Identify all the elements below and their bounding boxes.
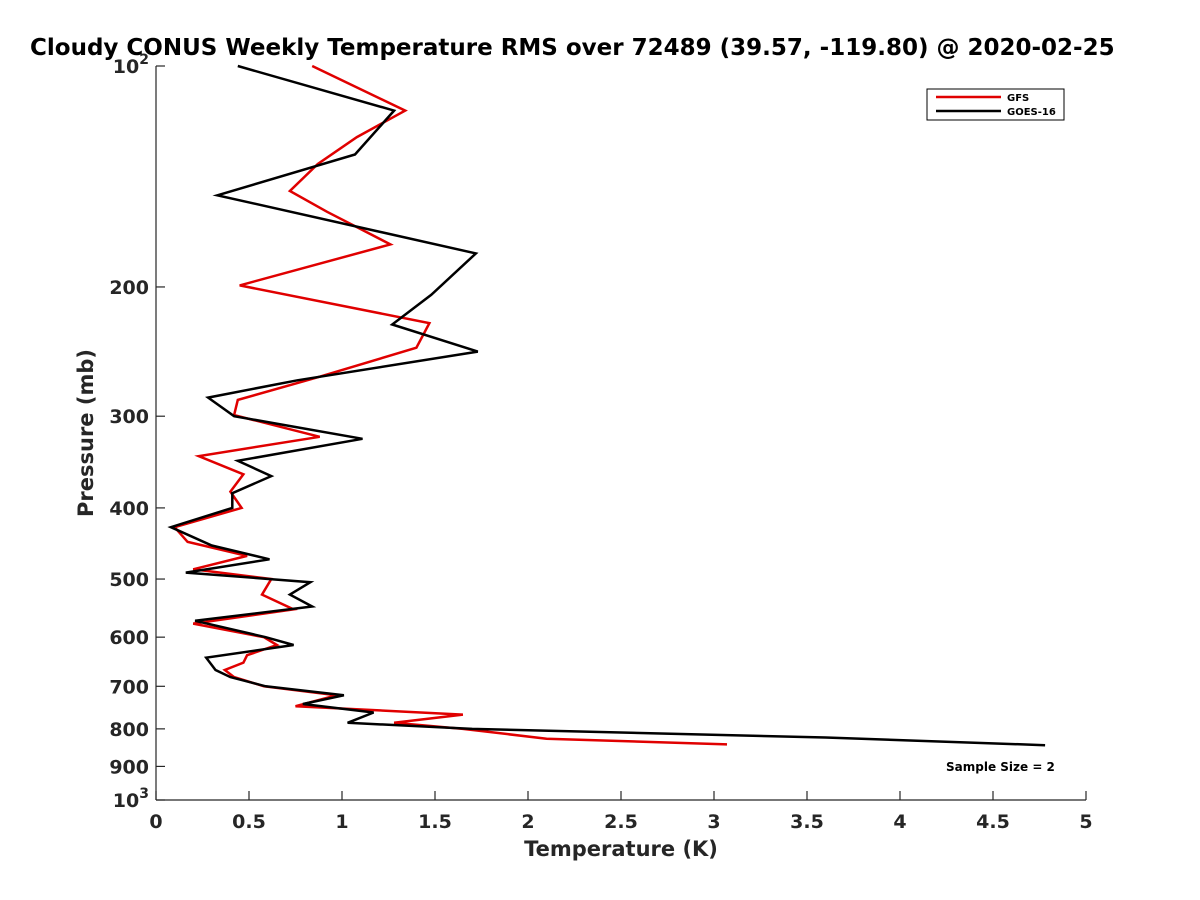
y-tick-label: 700 [109, 676, 149, 698]
y-tick-label: 300 [109, 406, 149, 428]
x-tick-label: 1 [335, 811, 348, 833]
y-tick-label: 200 [109, 277, 149, 299]
legend-entry-gfs: GFS [1007, 93, 1029, 104]
x-tick-label: 1.5 [418, 811, 452, 833]
y-tick-label: 500 [109, 569, 149, 591]
series-line-goes16 [167, 64, 1046, 747]
y-tick-label: 600 [109, 627, 149, 649]
chart-title: Cloudy CONUS Weekly Temperature RMS over… [30, 35, 1115, 61]
x-tick-label: 4 [893, 811, 906, 833]
y-tick-label: 400 [109, 498, 149, 520]
x-tick-label: 0.5 [232, 811, 266, 833]
series-layer [167, 64, 1046, 747]
y-ticks: 102 200 300 400 500 600 700 800 900 103 [109, 52, 165, 812]
y-tick-label: 800 [109, 719, 149, 741]
x-tick-label: 2.5 [604, 811, 638, 833]
x-tick-label: 2 [521, 811, 534, 833]
sample-size-annotation: Sample Size = 2 [946, 760, 1055, 774]
series-line-gfs [172, 64, 728, 746]
legend: GFS GOES-16 [926, 88, 1065, 121]
legend-box [926, 88, 1065, 121]
x-tick-label: 0 [149, 811, 162, 833]
x-tick-label: 4.5 [976, 811, 1010, 833]
x-tick-label: 3 [707, 811, 720, 833]
legend-entry-goes16: GOES-16 [1007, 107, 1056, 118]
y-tick-label: 103 [113, 786, 149, 812]
y-axis-label: Pressure (mb) [74, 349, 98, 517]
y-tick-label: 900 [109, 756, 149, 778]
x-ticks: 0 0.5 1 1.5 2 2.5 3 3.5 4 4.5 5 [149, 791, 1093, 833]
y-tick-label: 102 [113, 52, 149, 78]
x-tick-label: 5 [1079, 811, 1092, 833]
x-tick-label: 3.5 [790, 811, 824, 833]
x-axis-label: Temperature (K) [524, 837, 718, 861]
